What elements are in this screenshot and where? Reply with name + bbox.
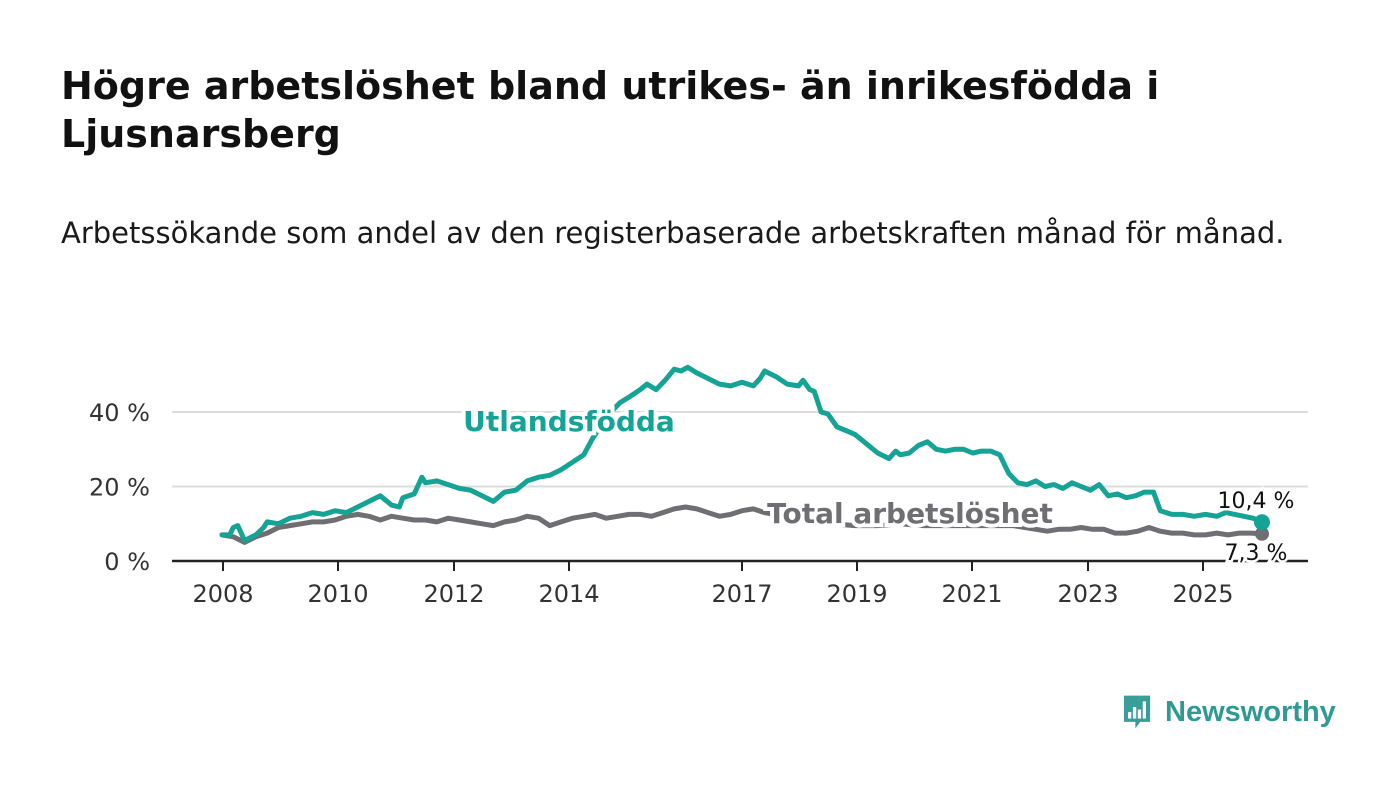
annotations: 10,4 % 7,3 % Utlandsfödda Total arbetslöshe… xyxy=(459,401,1297,569)
x-axis: 2008 2010 2012 2014 2017 2019 2021 2023 2025 xyxy=(172,559,1308,608)
x-tick-label: 2023 xyxy=(1057,580,1118,608)
y-tick-label: 0 % xyxy=(104,548,150,576)
x-tick-label: 2025 xyxy=(1172,580,1233,608)
end-marker-total xyxy=(1255,526,1269,541)
gridlines xyxy=(172,411,1308,488)
chart-title: Högre arbetslöshet bland utrikes- än inr… xyxy=(61,64,1160,156)
brand-logo: Newsworthy xyxy=(1119,690,1336,734)
series-line-utlandsfodda xyxy=(219,364,1265,543)
x-tick-label: 2021 xyxy=(941,580,1002,608)
chart-subtitle: Arbetssökande som andel av den registerb… xyxy=(61,216,1285,250)
annotation-total: Total arbetslöshet xyxy=(767,497,1053,530)
y-tick-label: 40 % xyxy=(89,399,150,427)
end-marker-utlandsfodda xyxy=(1254,514,1270,531)
x-tick-label: 2010 xyxy=(307,580,368,608)
newsworthy-logo-icon xyxy=(1123,695,1151,729)
y-tick-label: 20 % xyxy=(89,474,150,502)
brand-name: Newsworthy xyxy=(1165,695,1336,728)
series-line-total xyxy=(219,504,1265,545)
x-tick-label: 2008 xyxy=(192,580,253,608)
series-lines xyxy=(219,364,1265,545)
end-label-utlandsfodda: 10,4 % xyxy=(1218,489,1295,514)
annotation-utlandsfodda: Utlandsfödda xyxy=(463,405,675,438)
x-tick-label: 2012 xyxy=(423,580,484,608)
x-tick-label: 2017 xyxy=(711,580,772,608)
x-tick-label: 2019 xyxy=(826,580,887,608)
end-label-total: 7,3 % xyxy=(1225,541,1288,566)
x-tick-label: 2014 xyxy=(538,580,599,608)
y-axis-labels: 0 % 20 % 40 % xyxy=(89,399,150,576)
